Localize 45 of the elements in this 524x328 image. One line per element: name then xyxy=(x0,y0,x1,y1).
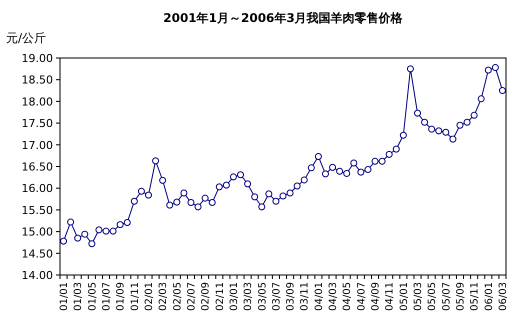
x-tick-label: 05/01 xyxy=(398,282,410,311)
x-tick-label: 05/05 xyxy=(427,282,438,311)
y-tick-label: 17.00 xyxy=(22,138,53,152)
x-tick-label: 01/07 xyxy=(102,282,113,311)
x-tick-label: 02/03 xyxy=(158,282,170,311)
x-tick-label: 05/07 xyxy=(441,282,452,311)
x-tick-label: 05/11 xyxy=(470,282,481,311)
x-tick-label: 03/05 xyxy=(257,282,268,311)
y-axis-title: 元/公斤 xyxy=(6,31,46,45)
y-tick-label: 14.50 xyxy=(22,247,53,260)
y-tick-label: 16.50 xyxy=(22,160,53,174)
x-tick-label: 02/07 xyxy=(186,282,198,311)
x-tick-label: 02/09 xyxy=(200,282,212,311)
x-tick-label: 06/01 xyxy=(484,282,495,311)
x-tick-label: 04/11 xyxy=(384,282,396,311)
x-tick-label: 03/03 xyxy=(243,282,254,311)
x-tick-label: 04/01 xyxy=(314,282,325,311)
x-tick-label: 02/05 xyxy=(172,282,184,311)
x-tick-label: 05/03 xyxy=(413,282,424,311)
x-tick-label: 06/03 xyxy=(498,282,509,311)
x-tick-label: 01/01 xyxy=(59,282,70,311)
y-tick-label: 19.00 xyxy=(22,52,53,65)
y-tick-label: 14.00 xyxy=(22,269,53,282)
x-tick-label: 01/05 xyxy=(87,282,98,311)
x-tick-label: 01/03 xyxy=(73,282,84,311)
x-tick-label: 02/01 xyxy=(144,282,155,311)
chart-title: 2001年1月～2006年3月我国羊肉零售价格 xyxy=(163,11,404,25)
x-tick-label: 03/09 xyxy=(286,282,297,311)
x-tick-label: 03/07 xyxy=(271,282,282,311)
x-tick-label: 02/11 xyxy=(214,282,226,311)
x-tick-label: 05/09 xyxy=(455,282,466,311)
x-tick-label: 04/07 xyxy=(356,282,368,311)
x-tick-label: 03/01 xyxy=(228,282,240,311)
y-tick-label: 18.00 xyxy=(22,95,53,108)
x-tick-label: 01/09 xyxy=(116,282,127,311)
x-tick-label: 04/03 xyxy=(328,282,340,311)
x-tick-label: 04/05 xyxy=(342,282,354,311)
x-tick-label: 03/11 xyxy=(300,282,311,311)
y-tick-label: 15.00 xyxy=(22,226,53,239)
x-tick-label: 01/11 xyxy=(130,282,141,311)
y-tick-label: 15.50 xyxy=(22,204,53,217)
y-tick-label: 16.00 xyxy=(22,182,53,196)
y-tick-label: 18.50 xyxy=(22,74,53,87)
y-tick-label: 17.50 xyxy=(22,117,53,130)
x-tick-label: 04/09 xyxy=(370,282,382,311)
